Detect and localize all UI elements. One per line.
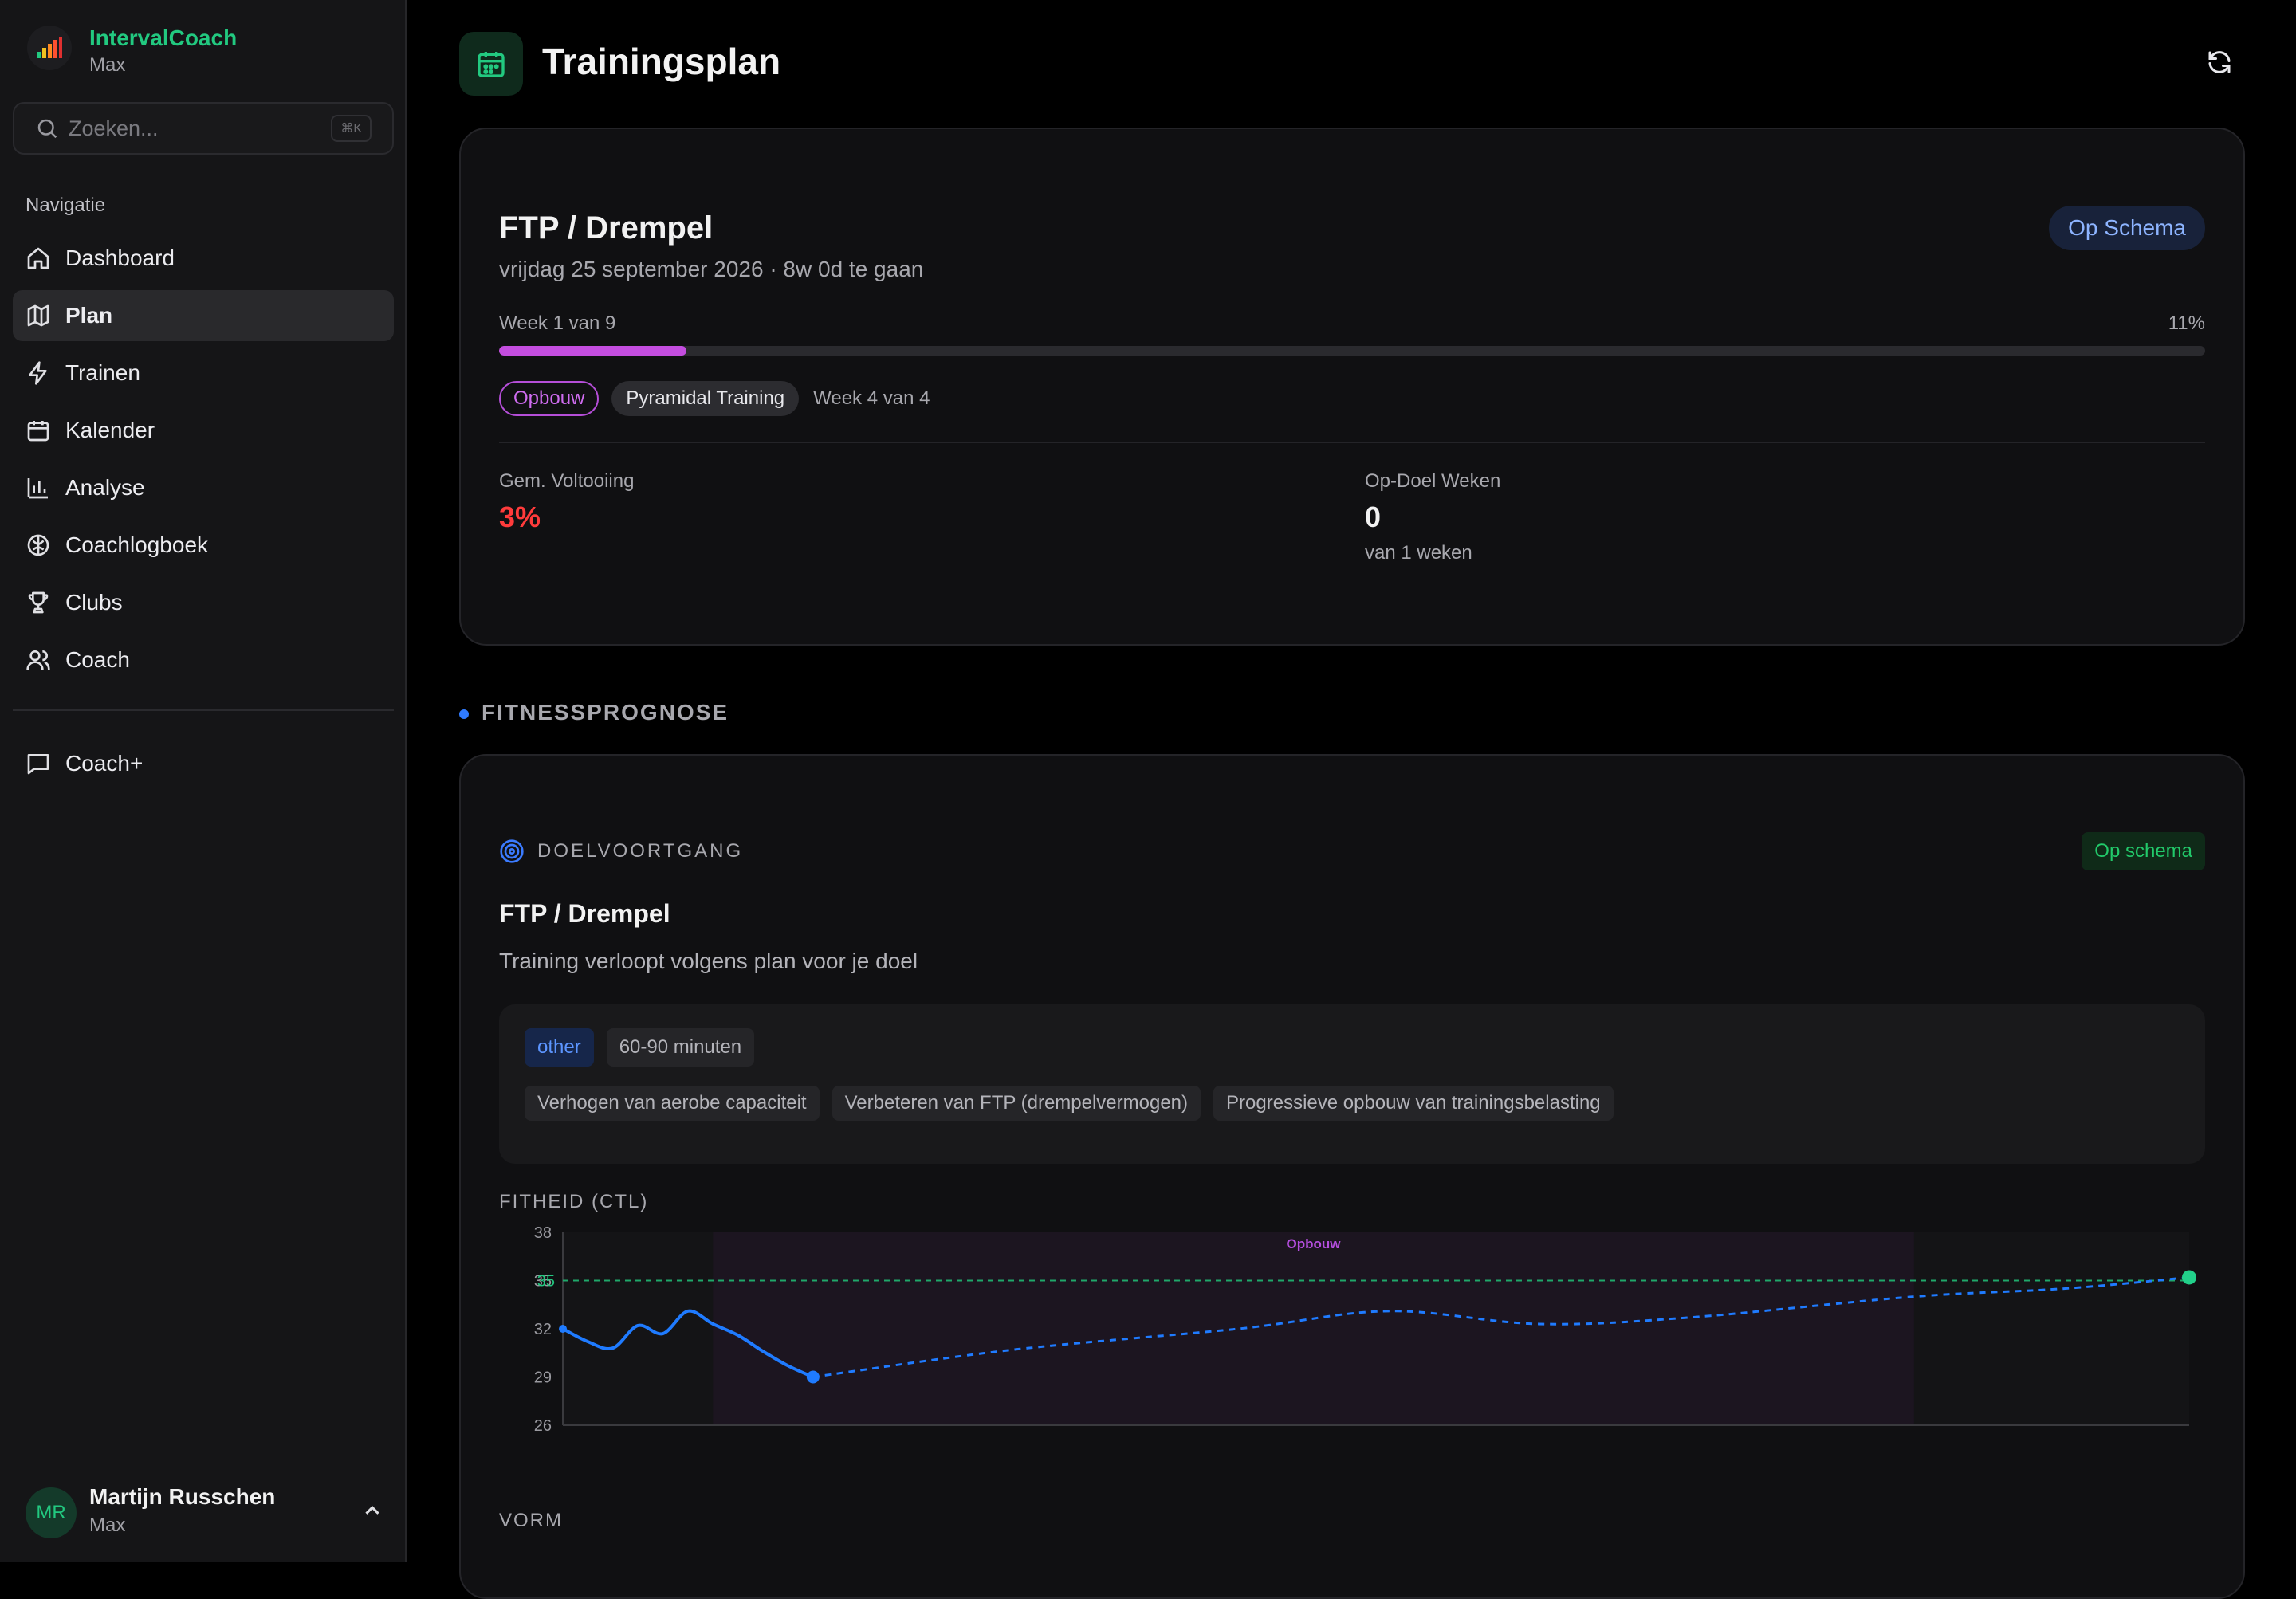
trophy-icon: [28, 591, 49, 614]
y-tick-label: 38: [534, 1226, 552, 1242]
focus-tags: Verhogen van aerobe capaciteit Verbetere…: [525, 1086, 1614, 1121]
avatar: MR: [26, 1487, 77, 1538]
target-label: 35: [537, 1273, 555, 1291]
goal-title: FTP / Drempel: [499, 210, 714, 246]
message-icon: [27, 754, 49, 775]
sport-tag: other: [525, 1028, 594, 1067]
refresh-icon[interactable]: [2205, 48, 2234, 77]
brain-icon: [27, 534, 49, 556]
progress-bar: [499, 346, 2205, 356]
forecast-card: DOELVOORTGANG Op schema FTP / Drempel Tr…: [459, 754, 2245, 1599]
sidebar-item-clubs[interactable]: Clubs: [13, 577, 394, 628]
phase-row: Opbouw Pyramidal Training Week 4 van 4: [499, 381, 930, 416]
phase-label: Opbouw: [1287, 1236, 1342, 1251]
sidebar-item-analyse[interactable]: Analyse: [13, 462, 394, 513]
y-tick-label: 29: [534, 1369, 552, 1387]
plan-calendar-icon: [459, 32, 523, 96]
app-name: IntervalCoach: [89, 26, 238, 50]
progress-fill: [499, 346, 687, 356]
phase-badge: Opbouw: [499, 381, 600, 416]
nav-title: Navigatie: [26, 194, 106, 216]
search-box[interactable]: Zoeken... ⌘K: [13, 102, 394, 155]
sidebar-item-label: Coachlogboek: [65, 532, 209, 557]
goal-point: [2182, 1270, 2196, 1285]
ctl-chart: Opbouw38353229263521 jul23 jul25 jul27 j…: [534, 1226, 2196, 1433]
home-icon: [27, 247, 49, 269]
sidebar-item-coach[interactable]: Coach: [13, 634, 394, 686]
forecast-goal-title: FTP / Drempel: [499, 899, 670, 928]
week-label: Week 1 van 9: [499, 312, 616, 334]
map-icon: [27, 304, 49, 327]
sidebar: IntervalCoach Max Zoeken... ⌘K Navigatie…: [0, 0, 407, 1562]
sidebar-item-label: Clubs: [65, 590, 123, 615]
sidebar-item-coachlogboek[interactable]: Coachlogboek: [13, 520, 394, 571]
forecast-description: Training verloopt volgens plan voor je d…: [499, 949, 918, 973]
sidebar-item-trainen[interactable]: Trainen: [13, 348, 394, 399]
sidebar-item-label: Kalender: [65, 418, 155, 442]
actual-ctl-line: [562, 1309, 814, 1379]
sidebar-item-label: Analyse: [65, 475, 145, 500]
block-badge: Pyramidal Training: [611, 381, 800, 416]
goal-progress-label: DOELVOORTGANG: [537, 840, 744, 862]
completion-label: Gem. Voltooiing: [499, 470, 635, 492]
sidebar-item-kalender[interactable]: Kalender: [13, 405, 394, 456]
start-point: [559, 1325, 567, 1333]
status-badge: Op Schema: [2049, 206, 2205, 250]
goal-card: FTP / Drempel vrijdag 25 september 2026 …: [459, 128, 2245, 646]
users-icon: [26, 650, 50, 670]
sidebar-item-label: Coach+: [65, 751, 144, 776]
goal-date: vrijdag 25 september 2026 · 8w 0d te gaa…: [499, 257, 924, 281]
on-track-badge: Op schema: [2082, 832, 2205, 870]
goal-tags: other 60-90 minuten: [525, 1028, 755, 1067]
calendar-icon: [27, 421, 49, 442]
section-dot: [459, 709, 469, 719]
completion-value: 3%: [499, 501, 541, 533]
app-subtitle: Max: [89, 54, 126, 76]
target-icon: [500, 839, 524, 863]
chart-title: FITHEID (CTL): [499, 1191, 649, 1212]
focus-tag: Verhogen van aerobe capaciteit: [525, 1086, 820, 1121]
app-logo-icon: [27, 26, 72, 70]
page-title: Trainingsplan: [542, 41, 781, 82]
sidebar-item-label: Plan: [65, 303, 113, 328]
card-divider: [499, 442, 2205, 443]
y-tick-label: 26: [534, 1417, 552, 1433]
chevron-up-icon[interactable]: [360, 1499, 384, 1522]
on-target-weeks-label: Op-Doel Weken: [1365, 470, 1501, 492]
vorm-title: VORM: [499, 1510, 563, 1531]
bolt-icon: [29, 361, 47, 385]
sidebar-item-plan[interactable]: Plan: [13, 290, 394, 341]
sidebar-item-label: Coach: [65, 647, 130, 672]
search-input[interactable]: Zoeken...: [69, 116, 159, 140]
current-point: [806, 1370, 820, 1384]
y-tick-label: 35: [534, 1273, 552, 1291]
sidebar-item-label: Trainen: [65, 360, 140, 385]
on-target-weeks-value: 0: [1365, 501, 1382, 533]
section-title: FITNESSPROGNOSE: [482, 700, 729, 725]
duration-tag: 60-90 minuten: [606, 1028, 755, 1067]
bar-chart-icon: [27, 478, 48, 499]
sidebar-item-dashboard[interactable]: Dashboard: [13, 233, 394, 284]
search-icon: [37, 119, 57, 139]
phase-region: [713, 1232, 1914, 1425]
focus-tag: Verbeteren van FTP (drempelvermogen): [832, 1086, 1201, 1121]
sidebar-item-label: Dashboard: [65, 246, 175, 270]
user-subtitle: Max: [89, 1515, 126, 1536]
progress-percent: 11%: [2168, 312, 2205, 334]
focus-tag: Progressieve opbouw van trainingsbelasti…: [1213, 1086, 1614, 1121]
goal-details: other 60-90 minuten Verhogen van aerobe …: [499, 1004, 2205, 1164]
y-tick-label: 32: [534, 1321, 552, 1338]
block-week: Week 4 van 4: [813, 387, 930, 409]
search-shortcut: ⌘K: [331, 115, 372, 142]
sidebar-divider: [13, 709, 394, 711]
brand[interactable]: IntervalCoach Max: [27, 26, 237, 76]
on-target-weeks-sub: van 1 weken: [1365, 542, 1472, 564]
main-content: Trainingsplan FTP / Drempel vrijdag 25 s…: [408, 0, 2296, 1599]
sidebar-item-coach-plus[interactable]: Coach+: [13, 738, 394, 789]
user-menu[interactable]: MR Martijn Russchen Max: [26, 1484, 384, 1540]
user-name: Martijn Russchen: [89, 1484, 276, 1509]
